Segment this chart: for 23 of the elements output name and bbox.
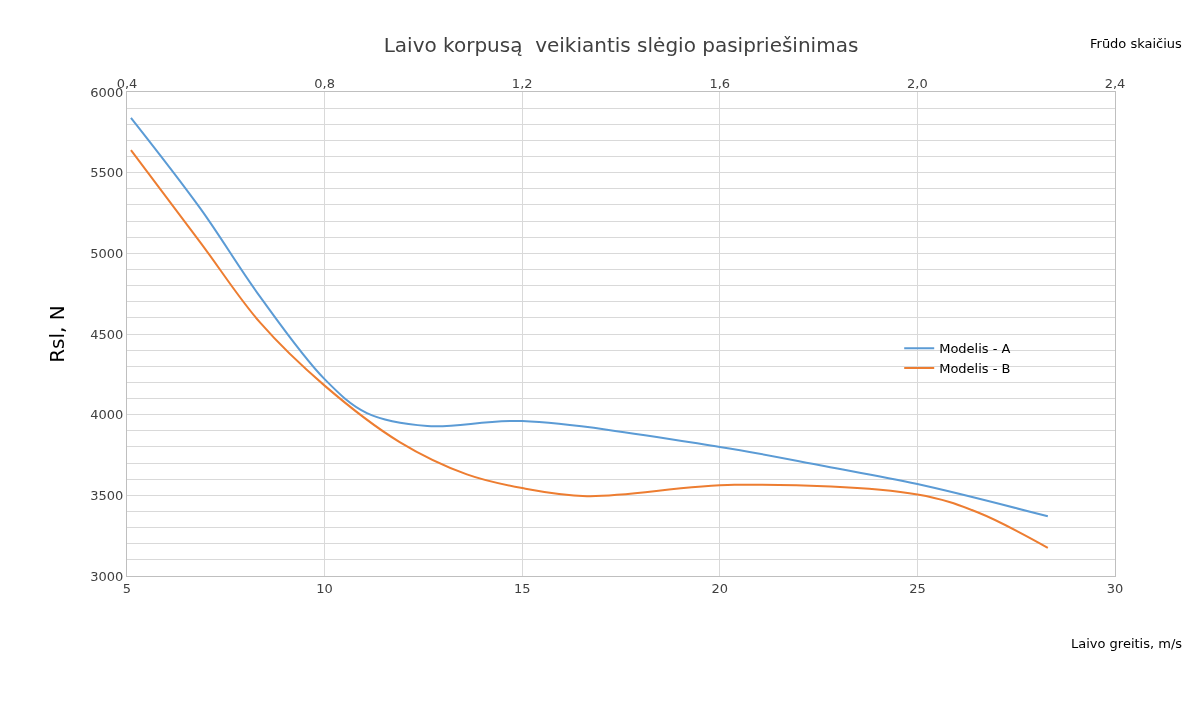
y-tick-label: 5000 [90,245,124,261]
legend-label: Modelis - A [939,341,1011,357]
x2-tick-label: 2,4 [1104,76,1126,92]
y-tick-label: 4500 [90,326,124,342]
x-tick-label: 5 [122,580,132,596]
y-axis-title: Rsl, N [44,305,69,363]
x-axis-title: Laivo greitis, m/s [1071,636,1182,651]
x-tick-label: 20 [711,580,729,596]
x2-tick-label: 0,8 [314,76,335,92]
x-tick-label: 30 [1106,580,1124,596]
y-tick-label: 3000 [90,568,124,584]
x2-tick-label: 1,6 [709,76,731,92]
y-tick-label: 3500 [90,487,124,503]
x-tick-label: 15 [513,580,531,596]
x-tick-label: 25 [909,580,926,596]
x2-tick-label: 2,0 [907,76,928,92]
legend-label: Modelis - B [939,361,1011,377]
y-tick-label: 4000 [90,407,124,423]
x2-axis-title: Frūdo skaičius [1090,36,1182,51]
x2-tick-label: 1,2 [511,76,533,92]
chart-title: Laivo korpusą veikiantis slėgio pasipriešinimas [383,33,859,57]
x-tick-label: 10 [316,580,333,596]
y-tick-label: 5500 [90,165,124,181]
